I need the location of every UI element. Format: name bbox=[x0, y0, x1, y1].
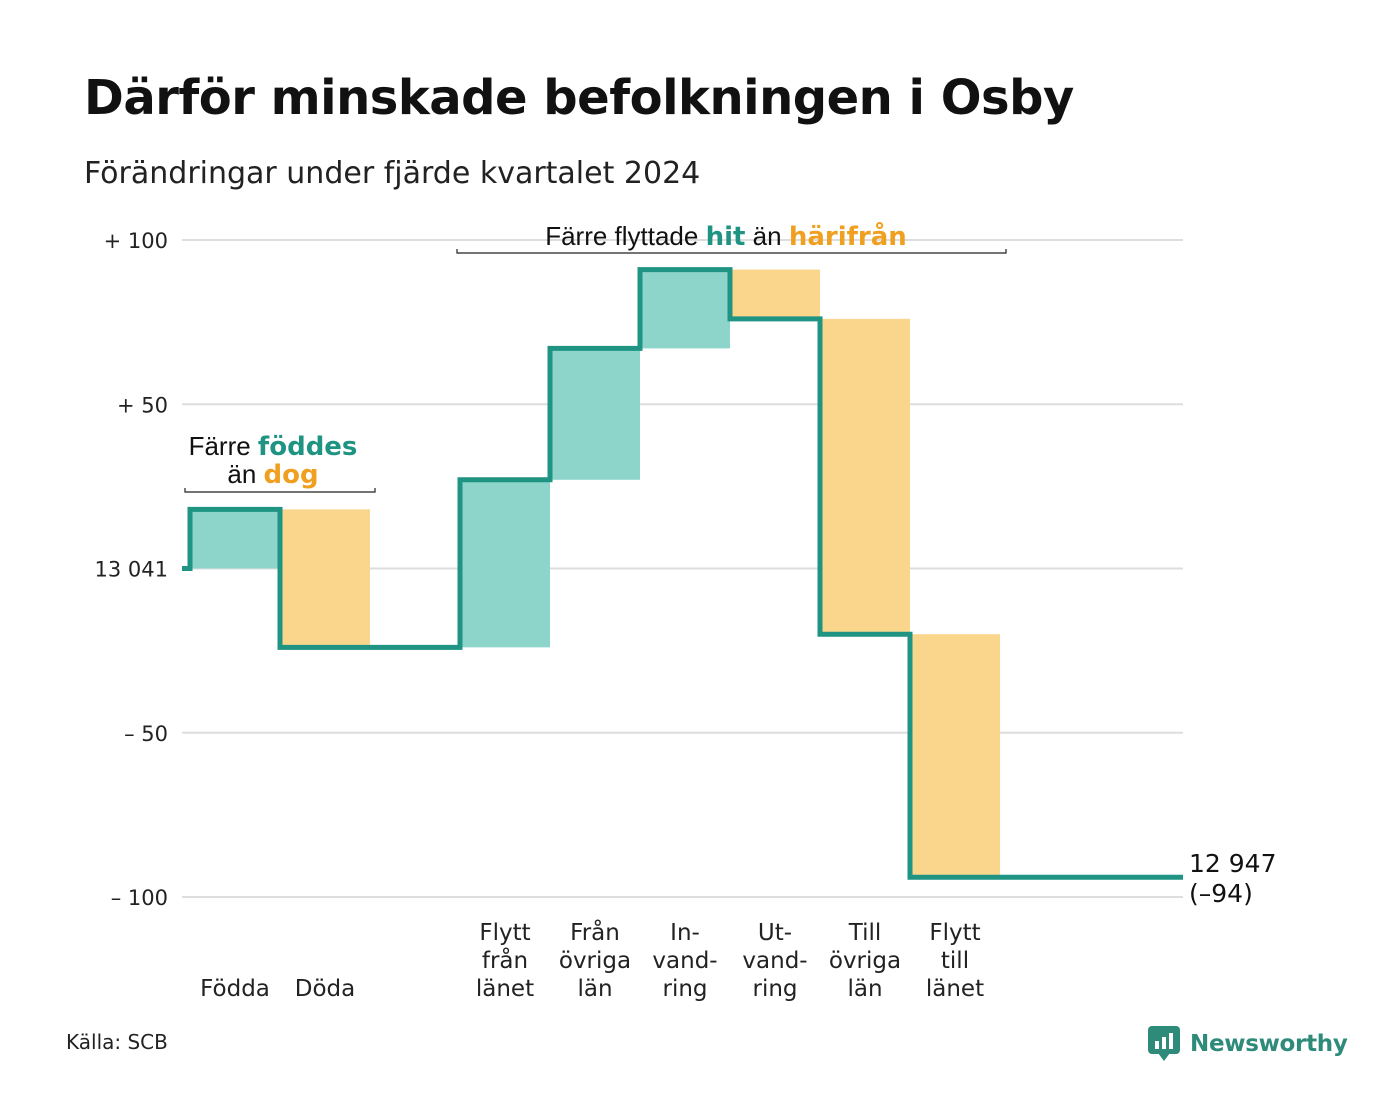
page-title: Därför minskade befolkningen i Osby bbox=[84, 70, 1074, 126]
category-label: vand- bbox=[742, 948, 807, 974]
bar-increase-0 bbox=[190, 509, 280, 569]
category-label: övriga bbox=[559, 948, 631, 974]
category-label: Döda bbox=[295, 976, 355, 1002]
end-label: 12 947(–94) bbox=[1189, 849, 1276, 908]
running-total-line bbox=[182, 267, 1183, 880]
category-label: länet bbox=[926, 976, 984, 1002]
category-labels: Födda DödaFlyttfrånlänetFrånövrigalänIn-v… bbox=[200, 918, 984, 1002]
annotation-births-line1: Färre föddes bbox=[189, 431, 358, 462]
y-tick-label: – 50 bbox=[124, 722, 168, 746]
category-label: Till bbox=[848, 920, 882, 946]
bar-decrease-6 bbox=[730, 269, 820, 319]
category-label: Födda bbox=[200, 976, 270, 1002]
bar-increase-3 bbox=[460, 479, 550, 648]
bars bbox=[190, 269, 1000, 878]
annotation-births-line2: än dog bbox=[227, 459, 318, 490]
category-label: Flytt bbox=[929, 920, 980, 946]
bar-decrease-8 bbox=[910, 634, 1000, 878]
source-label: Källa: SCB bbox=[66, 1030, 168, 1054]
bar-decrease-7 bbox=[820, 318, 910, 635]
end-change-label: (–94) bbox=[1189, 879, 1253, 908]
running-total-polyline bbox=[182, 267, 1183, 880]
category-label: ring bbox=[752, 976, 797, 1002]
category-label: ring bbox=[662, 976, 707, 1002]
newsworthy-logo-icon bbox=[1148, 1026, 1180, 1061]
annotation-births-bracket bbox=[184, 488, 376, 493]
category-label: till bbox=[941, 948, 969, 974]
end-value-label: 12 947 bbox=[1189, 849, 1276, 878]
page-subtitle: Förändringar under fjärde kvartalet 2024 bbox=[84, 156, 701, 191]
category-label: från bbox=[482, 946, 528, 974]
annotation-migration-bracket bbox=[456, 249, 1007, 254]
category-label: In- bbox=[670, 920, 700, 946]
gridlines bbox=[182, 239, 1183, 898]
category-label: län bbox=[577, 976, 612, 1002]
bar-increase-4 bbox=[550, 348, 640, 480]
category-label: Ut- bbox=[758, 920, 792, 946]
y-tick-label: + 100 bbox=[104, 229, 168, 253]
bar-decrease-1 bbox=[280, 509, 370, 648]
y-tick-label: 13 041 bbox=[95, 558, 168, 582]
y-tick-label: – 100 bbox=[111, 886, 168, 910]
category-label: län bbox=[847, 976, 882, 1002]
bar-increase-5 bbox=[640, 269, 730, 349]
y-tick-label: + 50 bbox=[117, 393, 168, 417]
category-label: Från bbox=[570, 918, 620, 946]
annotation-migration: Färre flyttade hit än härifrån bbox=[545, 220, 907, 252]
category-label: Flytt bbox=[479, 920, 530, 946]
brand-name: Newsworthy bbox=[1190, 1031, 1348, 1057]
y-axis-labels: + 100 + 50 13 041 – 50 – 100 bbox=[95, 229, 168, 910]
brand-logo[interactable]: Newsworthy bbox=[1148, 1024, 1348, 1064]
category-label: länet bbox=[476, 976, 534, 1002]
category-label: övriga bbox=[829, 948, 901, 974]
category-label: vand- bbox=[652, 948, 717, 974]
